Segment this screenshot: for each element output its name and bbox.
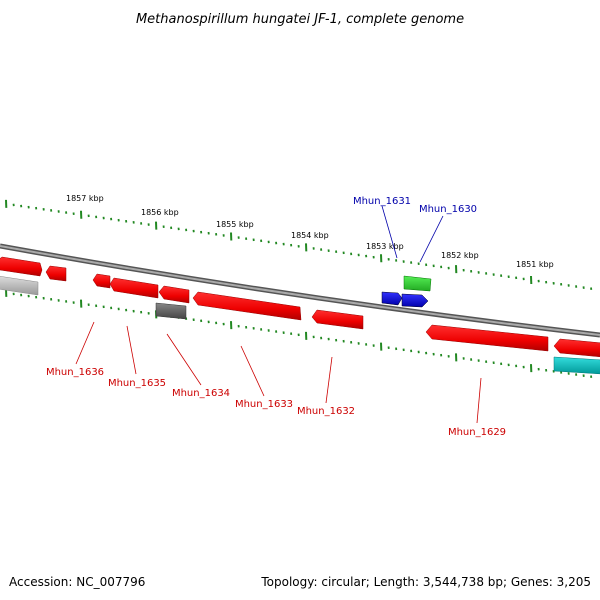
gene-arrow-mhun-1633 xyxy=(192,291,302,321)
gene-arrow-mhun-1631 xyxy=(381,291,403,306)
gene-label-mhun-1632[interactable]: Mhun_1632 xyxy=(297,406,355,417)
gene-arrow xyxy=(158,285,190,304)
kbp-label-1853: 1853 kbp xyxy=(366,242,404,251)
upper-tick-track xyxy=(5,199,593,291)
gene-arrow xyxy=(45,265,67,282)
upper-leader-lines xyxy=(381,205,444,263)
map-title: Methanospirillum hungatei JF-1, complete… xyxy=(136,12,464,27)
kbp-label-1852: 1852 kbp xyxy=(441,251,479,260)
gene-label-mhun-1635[interactable]: Mhun_1635 xyxy=(108,378,166,389)
gene-arrow-mhun-1632 xyxy=(311,309,364,330)
gene-label-mhun-1630[interactable]: Mhun_1630 xyxy=(419,204,477,215)
accession-text: Accession: NC_007796 xyxy=(9,575,145,589)
gene-label-mhun-1636[interactable]: Mhun_1636 xyxy=(46,367,104,378)
gene-arrow xyxy=(92,273,111,289)
gene-arrow-mhun-1630 xyxy=(401,293,429,308)
gene-arrow-mhun-1629 xyxy=(425,324,549,352)
kbp-label-1851: 1851 kbp xyxy=(516,260,554,269)
gene-arrow xyxy=(553,338,600,358)
gene-label-mhun-1629[interactable]: Mhun_1629 xyxy=(448,427,506,438)
gene-arrow xyxy=(553,356,600,375)
kbp-label-1857: 1857 kbp xyxy=(66,194,104,203)
gene-glyphs-lower xyxy=(92,273,600,375)
gene-glyphs-upper xyxy=(0,256,432,308)
gene-arrow xyxy=(0,256,43,277)
kbp-label-1856: 1856 kbp xyxy=(141,208,179,217)
genome-summary-text: Topology: circular; Length: 3,544,738 bp… xyxy=(260,575,591,589)
gene-label-mhun-1634[interactable]: Mhun_1634 xyxy=(172,388,230,399)
gene-arrow xyxy=(155,302,187,320)
gene-label-mhun-1633[interactable]: Mhun_1633 xyxy=(235,399,293,410)
gene-label-mhun-1631[interactable]: Mhun_1631 xyxy=(353,196,411,207)
gene-arrow xyxy=(109,277,159,299)
gene-arrow xyxy=(0,276,39,296)
kbp-label-1855: 1855 kbp xyxy=(216,220,254,229)
genome-backbone xyxy=(0,243,600,338)
gene-arrow xyxy=(403,275,432,292)
lower-leader-lines xyxy=(75,321,482,424)
kbp-label-1854: 1854 kbp xyxy=(291,231,329,240)
